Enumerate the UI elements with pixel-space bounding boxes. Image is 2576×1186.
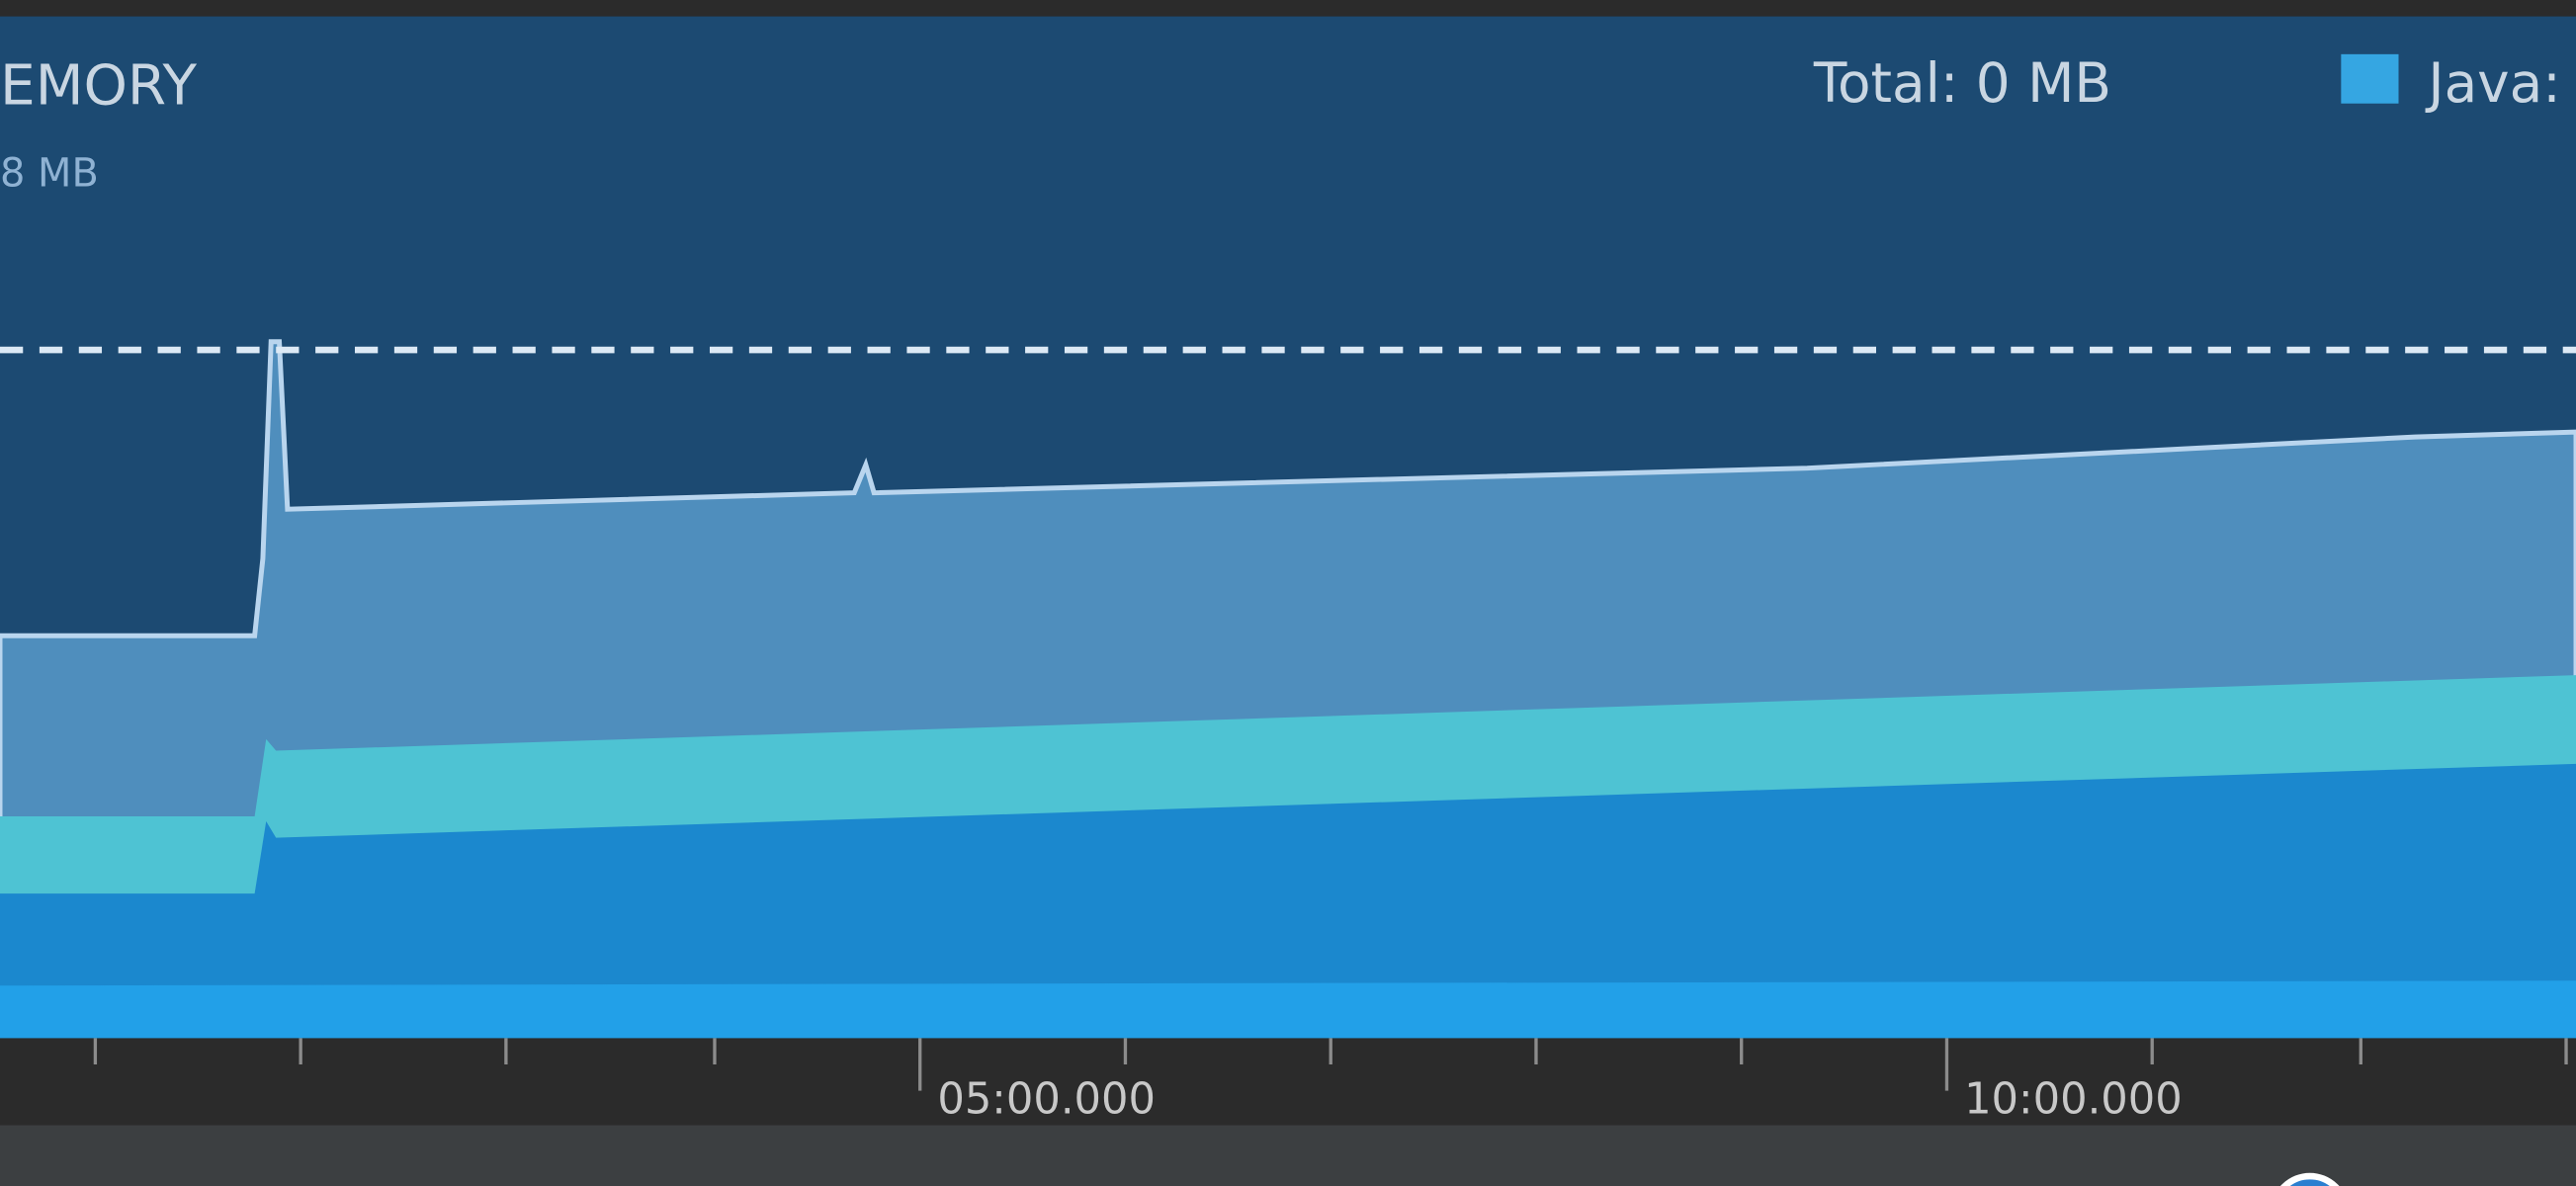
native-area <box>0 763 2576 1039</box>
title: EMORY <box>0 53 198 118</box>
time-axis <box>0 1038 2576 1126</box>
subtitle: 8 MB <box>0 150 99 196</box>
legend-label: Java: 0 <box>2425 51 2576 115</box>
bottom-bar <box>0 1125 2576 1186</box>
tick-group <box>93 1038 2568 1091</box>
time-label: 05:00.000 <box>937 1075 1156 1125</box>
time-label: 10:00.000 <box>1964 1075 2183 1125</box>
legend-swatch <box>2341 53 2399 104</box>
java-area <box>0 980 2576 1039</box>
top-bar <box>0 0 2576 17</box>
total-label: Total: 0 MB <box>1813 51 2111 115</box>
scroll-handle[interactable] <box>2274 1172 2346 1186</box>
